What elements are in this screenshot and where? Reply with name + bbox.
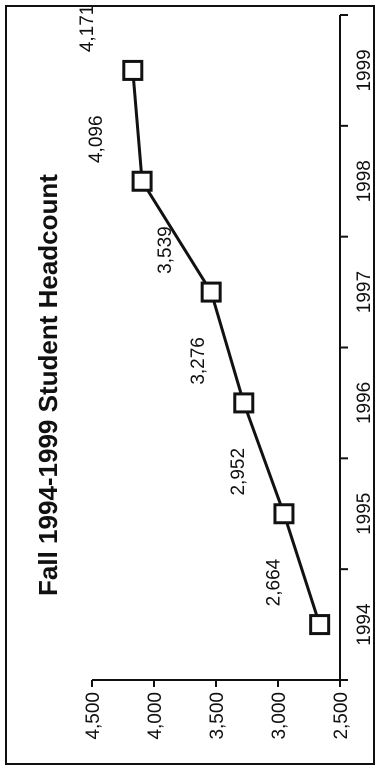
data-point-marker: [122, 59, 144, 81]
chart-title: Fall 1994-1999 Student Headcount: [33, 174, 63, 596]
category-tick-label: 1994: [354, 603, 375, 646]
category-tick-label: 1998: [354, 160, 375, 202]
data-label: 3,539: [155, 226, 176, 274]
data-label: 4,171: [77, 5, 98, 53]
value-tick-label: 3,500: [207, 692, 228, 740]
value-tick-label: 4,000: [145, 692, 166, 740]
data-label: 3,276: [188, 337, 209, 385]
data-point-marker: [200, 281, 222, 303]
chart-frame: [5, 5, 375, 765]
axes: [92, 15, 341, 681]
series: 2,664 2,952 3,276 3,539 4,096 4,171: [77, 5, 331, 636]
category-tick-label: 1996: [354, 382, 375, 424]
data-point-marker: [131, 170, 153, 192]
ticks: 2,500 3,000 3,500 4,000 4,500 1994 1995 1996 199…: [83, 14, 375, 740]
data-label: 2,664: [264, 558, 285, 606]
data-point-marker: [273, 503, 295, 525]
category-tick-label: 1997: [354, 271, 375, 313]
data-point-marker: [233, 392, 255, 414]
data-point-marker: [309, 614, 331, 636]
value-tick-label: 2,500: [331, 692, 352, 740]
category-tick-label: 1999: [354, 49, 375, 91]
category-tick-label: 1995: [354, 493, 375, 535]
data-label: 2,952: [228, 448, 249, 496]
value-tick-label: 3,000: [269, 692, 290, 740]
value-tick-label: 4,500: [83, 692, 104, 740]
series-line: [131, 70, 322, 626]
data-label: 4,096: [86, 115, 107, 163]
